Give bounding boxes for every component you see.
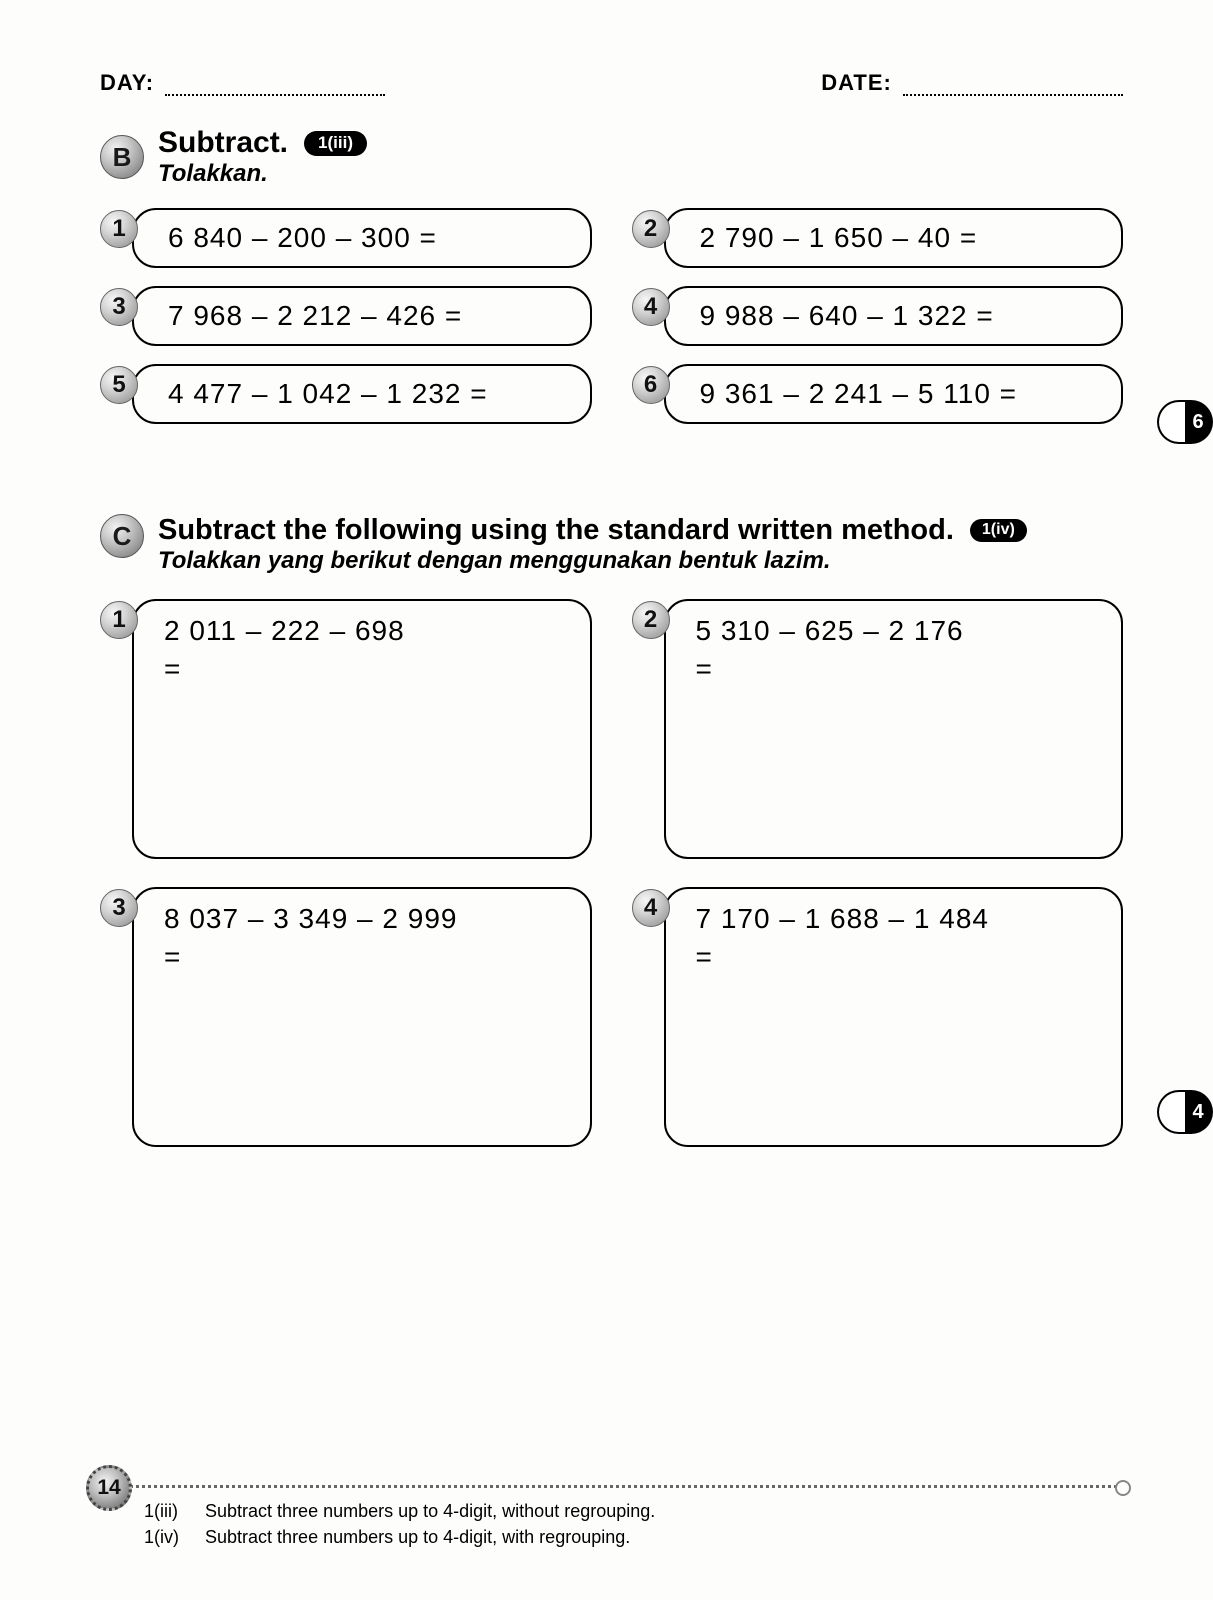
score-c-total: 4	[1185, 1090, 1213, 1134]
expr-c2: 5 310 – 625 – 2 176	[696, 615, 1102, 647]
section-b-grid: 1 6 840 – 200 – 300 = 2 2 790 – 1 650 – …	[100, 208, 1123, 424]
score-b: 6	[1157, 400, 1213, 444]
qnum-c4: 4	[632, 889, 670, 927]
q-b4: 4 9 988 – 640 – 1 322 =	[632, 286, 1124, 346]
footer-end-circle-icon	[1115, 1480, 1131, 1496]
eq-c4: =	[696, 941, 1102, 973]
box-c4[interactable]: 7 170 – 1 688 – 1 484 =	[664, 887, 1124, 1147]
section-b-title-en: Subtract.	[158, 126, 288, 160]
box-c3[interactable]: 8 037 – 3 349 – 2 999 =	[132, 887, 592, 1147]
header-row: DAY: DATE:	[100, 70, 1123, 96]
footnote-2-key: 1(iv)	[144, 1524, 200, 1550]
expr-b5[interactable]: 4 477 – 1 042 – 1 232 =	[132, 364, 592, 424]
eq-c2: =	[696, 653, 1102, 685]
expr-c3: 8 037 – 3 349 – 2 999	[164, 903, 570, 935]
qnum-b3: 3	[100, 288, 138, 326]
q-b6: 6 9 361 – 2 241 – 5 110 =	[632, 364, 1124, 424]
q-c3: 3 8 037 – 3 349 – 2 999 =	[100, 887, 592, 1147]
qnum-c3: 3	[100, 889, 138, 927]
section-b-letter: B	[100, 135, 144, 179]
section-c-letter: C	[100, 514, 144, 558]
footnote-1: 1(iii) Subtract three numbers up to 4-di…	[144, 1498, 1123, 1524]
box-c1[interactable]: 2 011 – 222 – 698 =	[132, 599, 592, 859]
day-blank[interactable]	[165, 78, 385, 96]
q-b5: 5 4 477 – 1 042 – 1 232 =	[100, 364, 592, 424]
section-b-titles: Subtract. 1(iii) Tolakkan.	[158, 126, 367, 188]
expr-b1[interactable]: 6 840 – 200 – 300 =	[132, 208, 592, 268]
section-c-title-ms: Tolakkan yang berikut dengan menggunakan…	[158, 547, 1123, 575]
expr-b4[interactable]: 9 988 – 640 – 1 322 =	[664, 286, 1124, 346]
section-c-title-en: Subtract the following using the standar…	[158, 514, 954, 547]
qnum-c1: 1	[100, 601, 138, 639]
section-c-ref: 1(iv)	[970, 519, 1027, 542]
section-b-ref: 1(iii)	[304, 131, 367, 156]
footnotes: 1(iii) Subtract three numbers up to 4-di…	[144, 1498, 1123, 1550]
footer-rule: 14	[100, 1485, 1123, 1488]
page-number: 14	[86, 1465, 132, 1511]
day-label: DAY:	[100, 70, 154, 95]
q-b3: 3 7 968 – 2 212 – 426 =	[100, 286, 592, 346]
date-field[interactable]: DATE:	[821, 70, 1123, 96]
expr-c4: 7 170 – 1 688 – 1 484	[696, 903, 1102, 935]
section-b-title-row: Subtract. 1(iii)	[158, 126, 367, 160]
score-b-blank[interactable]	[1157, 400, 1185, 444]
date-label: DATE:	[821, 70, 892, 95]
q-b2: 2 2 790 – 1 650 – 40 =	[632, 208, 1124, 268]
expr-b3[interactable]: 7 968 – 2 212 – 426 =	[132, 286, 592, 346]
section-c-head: C Subtract the following using the stand…	[100, 514, 1123, 575]
qnum-c2: 2	[632, 601, 670, 639]
footnote-1-key: 1(iii)	[144, 1498, 200, 1524]
qnum-b5: 5	[100, 366, 138, 404]
eq-c1: =	[164, 653, 570, 685]
score-c: 4	[1157, 1090, 1213, 1134]
qnum-b6: 6	[632, 366, 670, 404]
q-b1: 1 6 840 – 200 – 300 =	[100, 208, 592, 268]
score-b-total: 6	[1185, 400, 1213, 444]
section-c-titles: Subtract the following using the standar…	[158, 514, 1123, 575]
eq-c3: =	[164, 941, 570, 973]
footnote-2-text: Subtract three numbers up to 4-digit, wi…	[205, 1527, 630, 1547]
day-field[interactable]: DAY:	[100, 70, 385, 96]
qnum-b4: 4	[632, 288, 670, 326]
box-c2[interactable]: 5 310 – 625 – 2 176 =	[664, 599, 1124, 859]
footnote-2: 1(iv) Subtract three numbers up to 4-dig…	[144, 1524, 1123, 1550]
footer: 14 1(iii) Subtract three numbers up to 4…	[100, 1485, 1123, 1550]
date-blank[interactable]	[903, 78, 1123, 96]
qnum-b1: 1	[100, 210, 138, 248]
worksheet-page: DAY: DATE: B Subtract. 1(iii) Tolakkan. …	[0, 0, 1213, 1600]
expr-c1: 2 011 – 222 – 698	[164, 615, 570, 647]
expr-b6[interactable]: 9 361 – 2 241 – 5 110 =	[664, 364, 1124, 424]
qnum-b2: 2	[632, 210, 670, 248]
section-c-title-row: Subtract the following using the standar…	[158, 514, 1123, 547]
q-c4: 4 7 170 – 1 688 – 1 484 =	[632, 887, 1124, 1147]
section-b-head: B Subtract. 1(iii) Tolakkan.	[100, 126, 1123, 188]
q-c1: 1 2 011 – 222 – 698 =	[100, 599, 592, 859]
score-c-blank[interactable]	[1157, 1090, 1185, 1134]
expr-b2[interactable]: 2 790 – 1 650 – 40 =	[664, 208, 1124, 268]
footnote-1-text: Subtract three numbers up to 4-digit, wi…	[205, 1501, 655, 1521]
q-c2: 2 5 310 – 625 – 2 176 =	[632, 599, 1124, 859]
section-c-grid: 1 2 011 – 222 – 698 = 2 5 310 – 625 – 2 …	[100, 599, 1123, 1147]
section-b-title-ms: Tolakkan.	[158, 160, 367, 188]
